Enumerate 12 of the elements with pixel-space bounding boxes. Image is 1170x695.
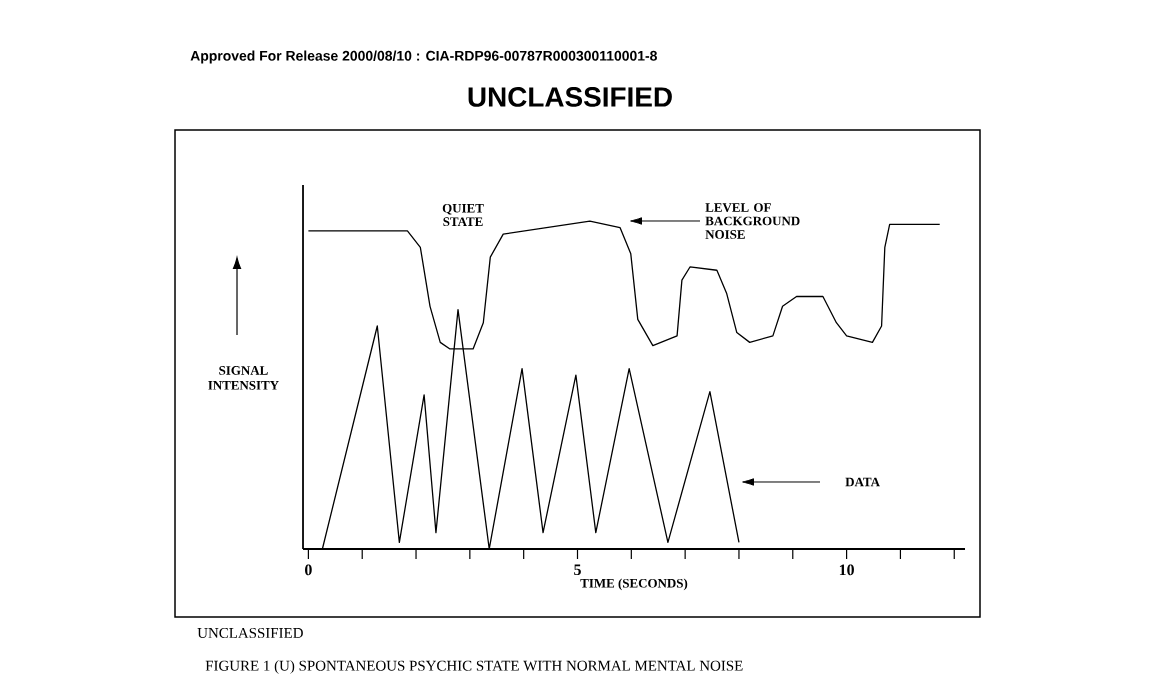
text: Approved For Release 2000/08/10 : CIA-RDP96-00787R000300110001-8: [190, 50, 657, 64]
annotation: LEVEL OF BACKGROUND NOISE: [705, 203, 800, 239]
text: UNCLASSIFIED: [468, 87, 672, 107]
x-tick-label: 0: [305, 564, 312, 576]
y-axis-title: SIGNAL INTENSITY: [208, 366, 279, 390]
x-tick-label: 5: [574, 564, 581, 576]
x-tick-label: 10: [839, 564, 854, 576]
annotation: DATA: [845, 477, 880, 487]
text: UNCLASSIFIED: [197, 627, 303, 638]
text: FIGURE 1 (U) SPONTANEOUS PSYCHIC STATE WITH NORMAL MENTAL NOISE: [205, 660, 743, 674]
annotation: QUIET STATE: [442, 203, 484, 227]
x-axis-title: TIME (SECONDS): [580, 578, 688, 591]
